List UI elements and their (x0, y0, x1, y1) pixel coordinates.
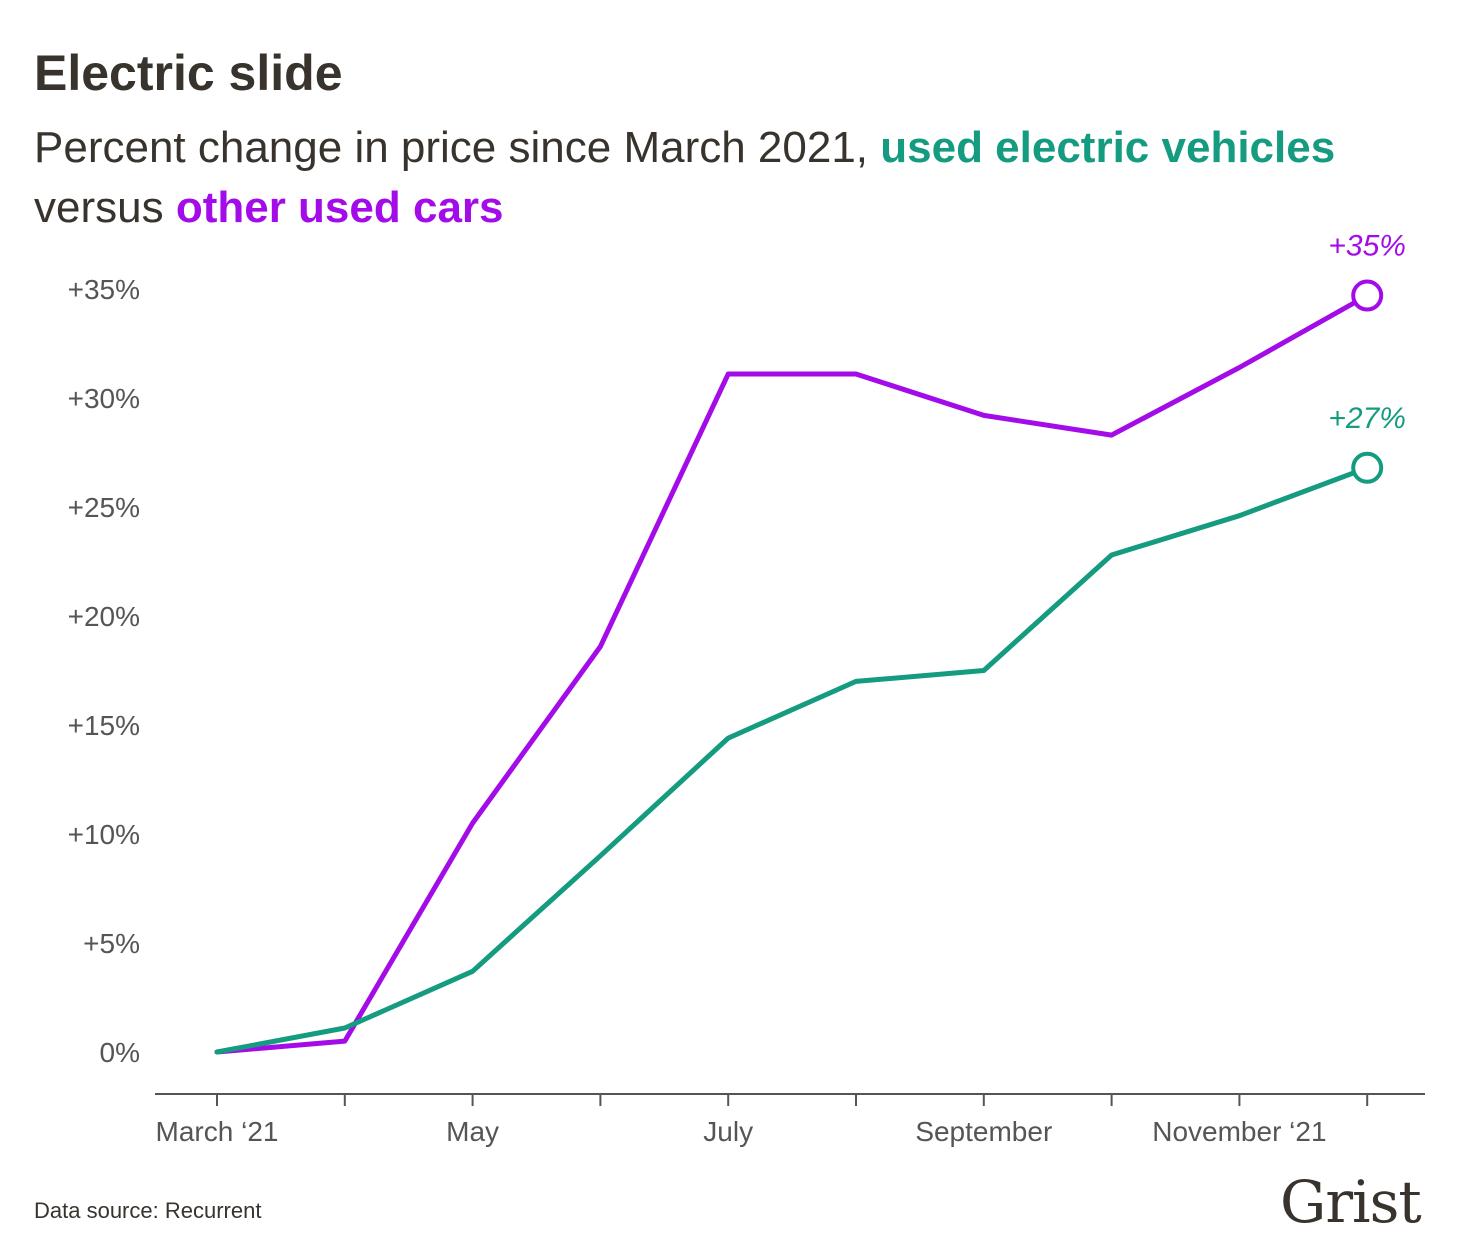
end-marker-other-used-cars (1351, 279, 1384, 312)
y-tick-label: 0% (100, 1037, 140, 1068)
end-marker-used-evs (1351, 451, 1384, 484)
end-label-used-evs: +27% (1328, 402, 1406, 435)
chart-subtitle: Percent change in price since March 2021… (34, 118, 1414, 238)
subtitle-text-1: Percent change in price since March 2021… (34, 123, 881, 172)
subtitle-ev-label: used electric vehicles (880, 123, 1336, 172)
y-tick-label: +35% (68, 274, 140, 305)
y-tick-label: +20% (68, 601, 140, 632)
grist-logo: Grist (1280, 1168, 1422, 1236)
subtitle-text-2: versus (34, 183, 176, 232)
chart-title: Electric slide (34, 45, 343, 101)
y-tick-label: +10% (68, 819, 140, 850)
x-tick-label: September (915, 1116, 1052, 1147)
x-tick-label: July (703, 1116, 753, 1147)
y-tick-label: +15% (68, 710, 140, 741)
x-tick-label: November ‘21 (1152, 1116, 1326, 1147)
series-line-other-used-cars (214, 293, 1370, 1055)
subtitle-other-label: other used cars (175, 183, 504, 232)
x-tick-label: May (446, 1116, 499, 1147)
data-source: Data source: Recurrent (34, 1198, 262, 1223)
y-tick-label: +30% (68, 383, 140, 414)
end-label-other-used-cars: +35% (1328, 230, 1406, 263)
y-tick-label: +5% (83, 928, 140, 959)
series-line-used-evs (214, 465, 1370, 1055)
y-tick-label: +25% (68, 492, 140, 523)
x-tick-label: March ‘21 (156, 1116, 279, 1147)
